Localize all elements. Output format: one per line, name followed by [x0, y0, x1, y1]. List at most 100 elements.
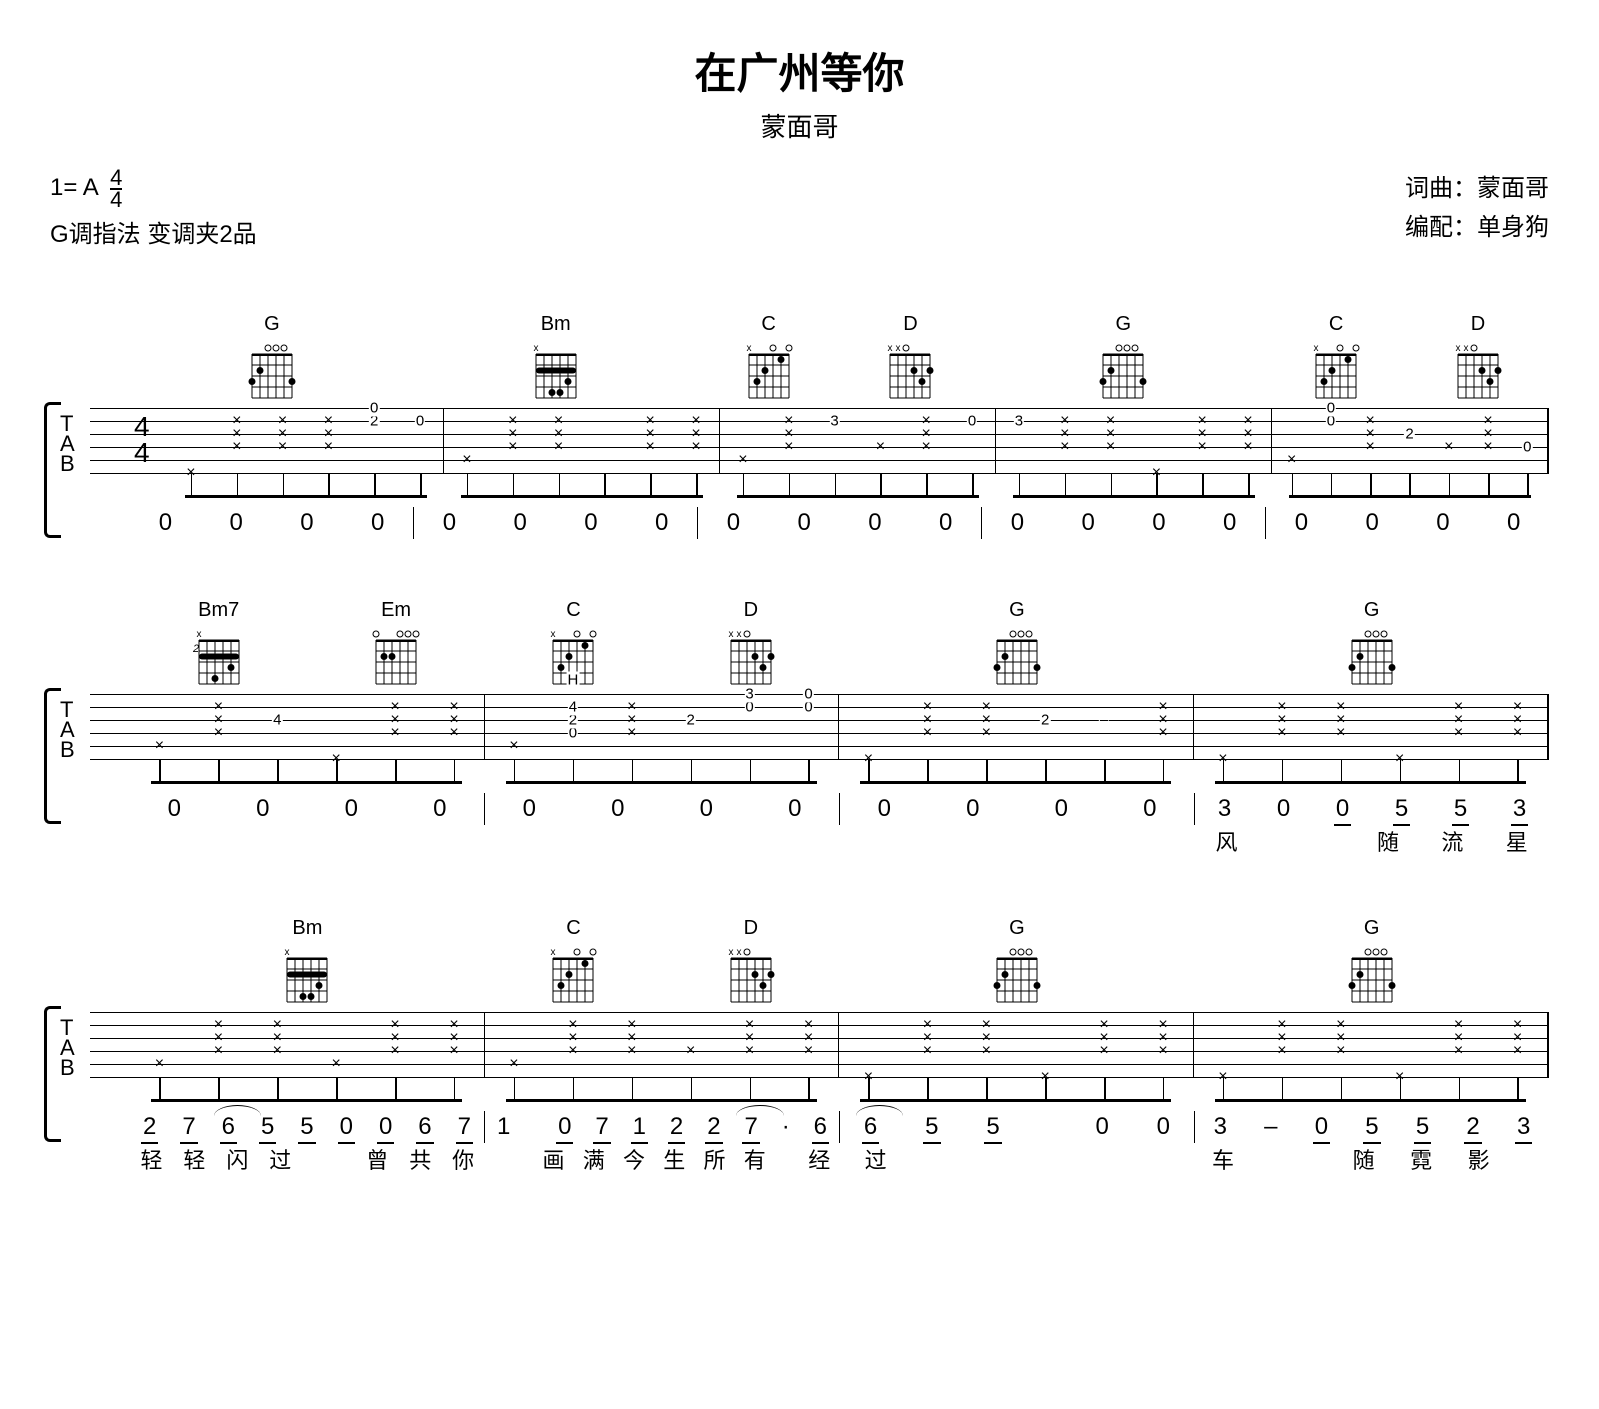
tab-event: ×××: [208, 694, 228, 759]
jianpu-note: 5: [298, 1113, 315, 1141]
tab-event: 4: [267, 694, 287, 759]
lyric-syllable: [1311, 1143, 1317, 1175]
stem: [972, 473, 974, 495]
stem: [514, 759, 516, 781]
jianpu-note: 0: [1053, 795, 1070, 823]
tab-event: ×××: [976, 694, 996, 759]
mute-mark: ×: [627, 1016, 636, 1034]
mute-mark: ×: [1106, 412, 1115, 430]
tab-event: ×: [326, 694, 346, 759]
lyric-syllable: [1163, 1143, 1169, 1175]
tab-event: ×: [1390, 1012, 1410, 1077]
chord-name: Bm: [541, 313, 571, 336]
chord-diagram: G: [1194, 917, 1549, 1006]
measure: ××××××××××××××: [130, 1012, 485, 1077]
mute-mark: ×: [922, 412, 931, 430]
tab-event: [594, 408, 614, 473]
svg-text:x: x: [196, 629, 201, 640]
system: BmxCxDxxGG TAB××××××××××××××××××××××××××…: [50, 917, 1549, 1175]
jianpu-note: 2: [141, 1113, 158, 1141]
jianpu-row: 00000000000000000000: [130, 507, 1549, 539]
fret-number: 3: [829, 412, 839, 429]
stem: [880, 473, 882, 495]
lyric-syllable: 轻: [183, 1143, 205, 1175]
fret-number: 2: [1040, 711, 1050, 728]
lyric-syllable: 过: [269, 1143, 291, 1175]
mute-mark: ×: [324, 412, 333, 430]
jianpu-note: 0: [937, 509, 954, 537]
beam: [461, 495, 703, 498]
tab-event: ×××: [273, 408, 293, 473]
lyric-syllable: 生: [663, 1143, 685, 1175]
tab-event: ×××: [1478, 408, 1498, 473]
mute-mark: ×: [1444, 438, 1453, 456]
tab-event: ×: [1146, 408, 1166, 473]
tab-event: ×: [1035, 1012, 1055, 1077]
jianpu-note: 0: [1275, 795, 1292, 823]
mute-mark: ×: [1277, 698, 1286, 716]
stem: [277, 1077, 279, 1099]
tab-event: ×××: [917, 694, 937, 759]
chord-name: C: [1329, 313, 1343, 336]
jianpu-note: 0: [582, 509, 599, 537]
jianpu-note: 0: [343, 795, 360, 823]
lyric-syllable: 满: [583, 1143, 605, 1175]
tab-label: TAB: [60, 700, 75, 760]
stem: [514, 1077, 516, 1099]
beam: [506, 1099, 817, 1102]
mute-mark: ×: [745, 1016, 754, 1034]
lyric-syllable: 过: [865, 1143, 887, 1175]
chord-diagram: Dxx: [662, 599, 839, 688]
beam: [1013, 495, 1255, 498]
tab-event: ×××: [1192, 408, 1212, 473]
lyric-syllable: [1525, 1143, 1531, 1175]
chord-diagram: Cx: [485, 917, 662, 1006]
jianpu-measure: 0000: [484, 793, 839, 825]
stem: [1409, 473, 1411, 495]
tab-event: ×: [1439, 408, 1459, 473]
tab-event: ×××: [208, 1012, 228, 1077]
chord-diagram: Dxx: [662, 917, 839, 1006]
stem: [808, 759, 810, 781]
beam: [506, 781, 817, 784]
svg-text:x: x: [1464, 343, 1469, 354]
svg-text:x: x: [285, 947, 290, 958]
mute-mark: ×: [686, 1042, 695, 1060]
tab-event: ×××: [267, 1012, 287, 1077]
tab-event: ×××: [1449, 1012, 1469, 1077]
mute-mark: ×: [449, 698, 458, 716]
lyric-syllable: 所: [703, 1143, 725, 1175]
tab-event: ×××: [1094, 1012, 1114, 1077]
tab-event: ×: [457, 408, 477, 473]
jianpu-note: 0: [431, 795, 448, 823]
tab-event: ×××: [622, 694, 642, 759]
stem: [218, 759, 220, 781]
stem: [1459, 759, 1461, 781]
stem: [559, 473, 561, 495]
measure: ××××××××××××××: [1194, 694, 1550, 759]
mute-mark: ×: [509, 1055, 518, 1073]
technique-label: H: [566, 671, 579, 688]
tab-staff: TAB××××4××××××××024H×××20300×××××××2–×××…: [50, 694, 1549, 759]
jianpu-note: 5: [1393, 795, 1410, 823]
jianpu-note: 5: [1363, 1113, 1380, 1141]
mute-mark: ×: [1060, 412, 1069, 430]
tab-event: ×: [504, 694, 524, 759]
beam: [185, 495, 427, 498]
mute-mark: ×: [509, 737, 518, 755]
chord-name: D: [1471, 313, 1485, 336]
jianpu-note: 5: [984, 1113, 1001, 1141]
fret-number: 2: [1404, 425, 1414, 442]
capo-info: G调指法 变调夹2品: [50, 214, 257, 249]
jianpu-note: 0: [556, 1113, 573, 1141]
stem: [926, 473, 928, 495]
tab-event: 024H: [563, 694, 583, 759]
stem: [218, 1077, 220, 1099]
chord-name: G: [1009, 599, 1025, 622]
stem: [1202, 473, 1204, 495]
jianpu-note: 0: [1150, 509, 1167, 537]
mute-mark: ×: [278, 412, 287, 430]
chord-name: D: [903, 313, 917, 336]
tab-event: ×: [181, 408, 201, 473]
tab-event: 00: [798, 694, 818, 759]
